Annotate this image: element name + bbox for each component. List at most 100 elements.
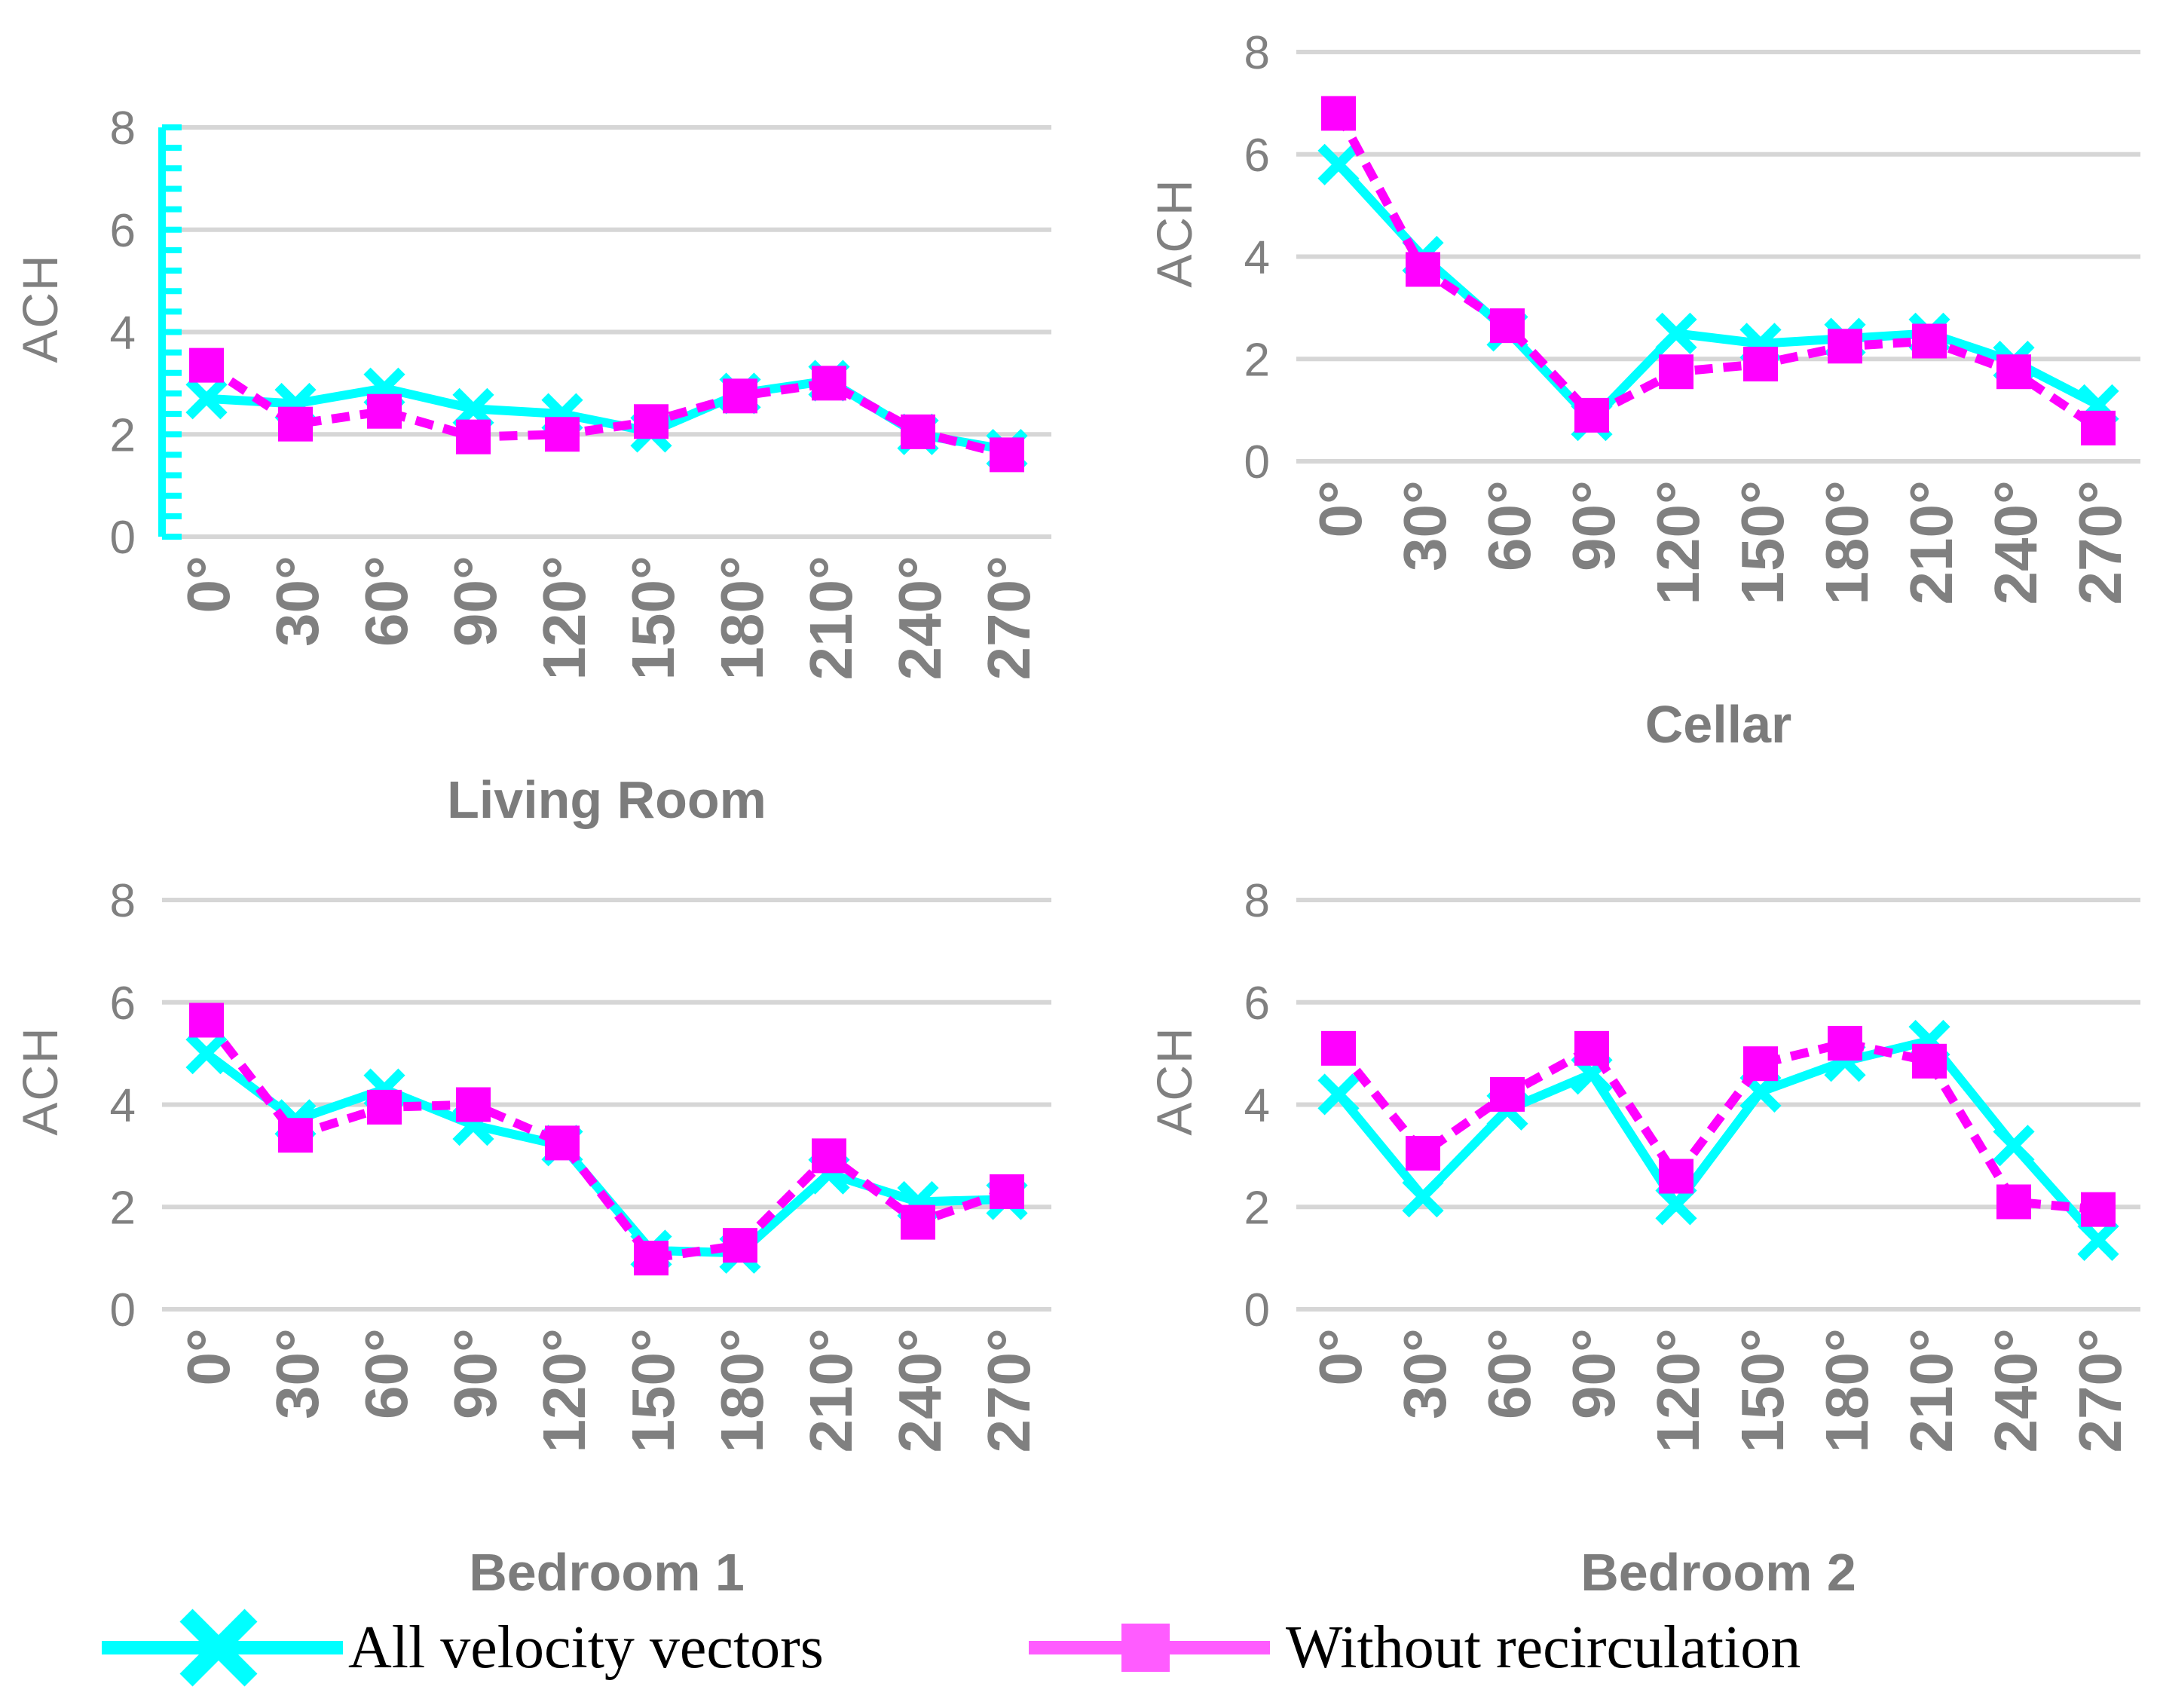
x-tick-labels: 0° 30° 60° 90° 120° 150° 180° 210° 240° 270° <box>1307 480 2134 605</box>
y-tick-label: 2 <box>1244 1182 1270 1234</box>
square-marker-icon <box>1029 1624 1270 1672</box>
x-tick-label: 30° <box>1391 480 1458 571</box>
x-tick-label: 90° <box>442 1328 509 1419</box>
x-tick-label: 240° <box>1982 480 2049 605</box>
x-tick-label: 270° <box>975 556 1042 680</box>
plot-area-bedroom-2: 0 2 4 6 8 0° 30° 60° 90° 120° 150° 180° 210° 240° 270° <box>1244 875 2140 1452</box>
y-tick-label: 4 <box>1244 232 1270 284</box>
x-tick-label: 120° <box>1645 1328 1712 1452</box>
x-tick-label: 150° <box>620 556 687 680</box>
x-tick-labels: 0° 30° 60° 90° 120° 150° 180° 210° 240° 270° <box>1307 1328 2134 1452</box>
x-tick-label: 270° <box>2067 480 2134 605</box>
x-tick-label: 0° <box>1307 480 1374 537</box>
legend: All velocity vectors Without recirculati… <box>0 1596 2157 1702</box>
x-tick-label: 270° <box>975 1328 1042 1452</box>
legend-marker-without-recirculation <box>1029 1624 1270 1672</box>
legend-marker-all-velocity-vectors <box>102 1609 343 1687</box>
y-tick-label: 8 <box>1244 27 1270 79</box>
x-tick-label: 240° <box>886 556 953 680</box>
x-tick-label: 240° <box>886 1328 953 1452</box>
y-tick-labels: 0 2 4 6 8 <box>110 103 136 564</box>
series-without-recirculation <box>1321 96 2116 445</box>
gridlines <box>1296 898 2140 1312</box>
series-all-velocity-vectors <box>185 360 1028 471</box>
y-axis-line <box>158 124 182 540</box>
y-axis-title-living-room: ACH <box>12 253 68 363</box>
x-tick-label: 180° <box>1813 480 1880 605</box>
chart-cellar: 0 2 4 6 8 0° 30° 60° 90° 120° 150° 180° 210° 240° 270°… <box>1146 7 2157 806</box>
x-tick-label: 30° <box>1391 1328 1458 1419</box>
legend-label-all-velocity-vectors: All velocity vectors <box>348 1614 824 1681</box>
x-tick-label: 150° <box>1729 480 1796 605</box>
y-axis-title-cellar: ACH <box>1146 178 1202 288</box>
x-tick-label: 90° <box>1560 1328 1627 1419</box>
y-tick-labels: 0 2 4 6 8 <box>1244 27 1270 488</box>
x-tick-label: 210° <box>797 1328 864 1452</box>
x-tick-label: 180° <box>1813 1328 1880 1452</box>
y-tick-label: 6 <box>110 205 136 257</box>
series-all-velocity-vectors <box>1317 143 2119 442</box>
y-tick-label: 0 <box>110 1284 136 1336</box>
chart-title-bedroom-2: Bedroom 2 <box>1580 1543 1856 1602</box>
plot-area-living-room: 0 2 4 6 8 0° 30° 60° 90° 120° 150° 180° 210° 240° 270° <box>110 103 1051 680</box>
y-tick-label: 6 <box>1244 978 1270 1030</box>
gridlines <box>162 125 1051 539</box>
x-tick-labels: 0° 30° 60° 90° 120° 150° 180° 210° 240° 270° <box>175 1328 1042 1452</box>
x-tick-label: 210° <box>1898 480 1965 605</box>
y-tick-labels: 0 2 4 6 8 <box>1244 875 1270 1336</box>
y-tick-label: 0 <box>1244 436 1270 488</box>
x-tick-label: 0° <box>175 1328 242 1385</box>
x-tick-label: 210° <box>797 556 864 680</box>
chart-living-room: 0 2 4 6 8 0° 30° 60° 90° 120° 150° 180° 210° 240° 270°… <box>11 82 1066 881</box>
x-tick-label: 30° <box>264 556 331 647</box>
plot-area-bedroom-1: 0 2 4 6 8 0° 30° 60° 90° 120° 150° 180° 210° 240° 270° <box>110 875 1051 1452</box>
x-tick-label: 210° <box>1898 1328 1965 1452</box>
y-tick-label: 4 <box>110 308 136 360</box>
y-tick-label: 8 <box>1244 875 1270 927</box>
y-axis-title-bedroom-1: ACH <box>12 1026 68 1136</box>
x-tick-label: 60° <box>1476 480 1543 571</box>
x-tick-label: 120° <box>531 556 598 680</box>
x-tick-label: 0° <box>175 556 242 613</box>
x-marker-icon <box>102 1609 343 1687</box>
x-tick-label: 90° <box>1560 480 1627 571</box>
y-tick-label: 6 <box>1244 130 1270 182</box>
x-tick-label: 240° <box>1982 1328 2049 1452</box>
y-axis-title-bedroom-2: ACH <box>1146 1026 1202 1136</box>
x-tick-label: 120° <box>1645 480 1712 605</box>
x-tick-label: 270° <box>2067 1328 2134 1452</box>
x-tick-label: 180° <box>708 556 776 680</box>
x-tick-label: 60° <box>353 556 420 647</box>
y-tick-label: 8 <box>110 875 136 927</box>
series-without-recirculation <box>1321 1026 2116 1227</box>
x-tick-label: 30° <box>264 1328 331 1419</box>
x-tick-label: 0° <box>1307 1328 1374 1385</box>
chart-bedroom-2: 0 2 4 6 8 0° 30° 60° 90° 120° 150° 180° 210° 240° 270°… <box>1146 855 2157 1654</box>
y-tick-label: 4 <box>1244 1080 1270 1132</box>
y-tick-label: 6 <box>110 978 136 1030</box>
x-tick-label: 60° <box>1476 1328 1543 1419</box>
x-tick-label: 150° <box>620 1328 687 1452</box>
chart-title-living-room: Living Room <box>447 770 766 829</box>
y-tick-label: 2 <box>110 409 136 461</box>
gridlines <box>162 898 1051 1312</box>
y-tick-label: 8 <box>110 103 136 155</box>
x-tick-label: 150° <box>1729 1328 1796 1452</box>
legend-label-without-recirculation: Without recirculation <box>1286 1614 1801 1681</box>
x-tick-label: 60° <box>353 1328 420 1419</box>
y-tick-label: 0 <box>110 512 136 564</box>
y-tick-labels: 0 2 4 6 8 <box>110 875 136 1336</box>
series-all-velocity-vectors <box>185 1033 1028 1274</box>
y-tick-label: 2 <box>110 1182 136 1234</box>
x-tick-label: 180° <box>708 1328 776 1452</box>
x-tick-label: 120° <box>531 1328 598 1452</box>
chart-title-bedroom-1: Bedroom 1 <box>469 1543 745 1602</box>
x-tick-labels: 0° 30° 60° 90° 120° 150° 180° 210° 240° 270° <box>175 556 1042 680</box>
x-tick-label: 90° <box>442 556 509 647</box>
chart-bedroom-1: 0 2 4 6 8 0° 30° 60° 90° 120° 150° 180° 210° 240° 270°… <box>11 855 1066 1654</box>
chart-title-cellar: Cellar <box>1645 695 1792 754</box>
y-tick-label: 4 <box>110 1080 136 1132</box>
series-without-recirculation <box>189 1002 1024 1276</box>
series-without-recirculation <box>189 347 1024 473</box>
